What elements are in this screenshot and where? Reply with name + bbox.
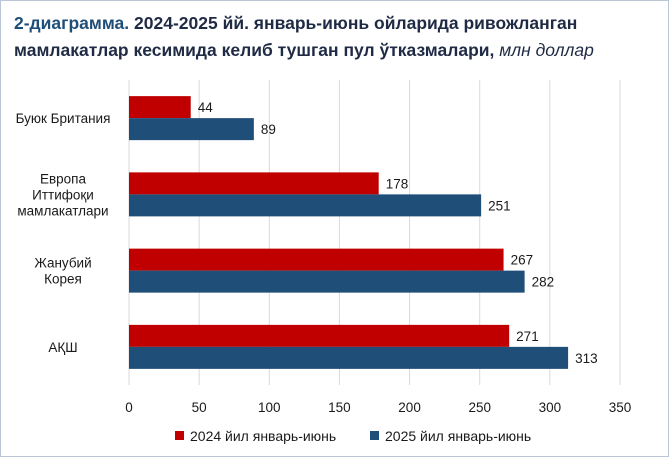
legend: 2024 йил январь-июнь 2025 йил январь-июнь <box>175 428 531 444</box>
category-label-3-line-1: Жанубий <box>34 256 91 271</box>
bar-s1-c1 <box>129 96 191 119</box>
bar-s2-c4 <box>129 346 569 369</box>
x-tick-labels: 0 50 100 150 200 250 300 350 <box>125 400 631 415</box>
data-label-s1-c1: 44 <box>198 100 214 115</box>
category-labels: Буюк Британия Европа Иттифоқи мамлакатлари Ж… <box>16 111 111 355</box>
x-tick-350: 350 <box>609 400 632 415</box>
chart-title: 2-диаграмма. 2024-2025 йй. январь-июнь о… <box>14 10 654 64</box>
data-label-s1-c4: 271 <box>516 329 539 344</box>
data-label-s2-c3: 282 <box>532 275 555 290</box>
bar-s1-c3 <box>129 248 504 271</box>
bar-s2-c1 <box>129 118 254 141</box>
category-label-3: Жанубий Корея <box>34 256 91 287</box>
chart-title-unit: млн доллар <box>499 40 594 60</box>
bar-s1-c4 <box>129 324 510 347</box>
data-label-s2-c1: 89 <box>261 122 276 137</box>
category-label-4-line-1: АҚШ <box>48 340 77 355</box>
legend-swatch-1 <box>175 431 184 440</box>
category-label-1: Буюк Британия <box>16 111 111 126</box>
chart-title-lead: 2-диаграмма. <box>14 13 130 33</box>
x-tick-250: 250 <box>468 400 491 415</box>
x-tick-0: 0 <box>125 400 133 415</box>
legend-label-2: 2025 йил январь-июнь <box>385 428 531 444</box>
x-tick-200: 200 <box>398 400 421 415</box>
chart-title-main: 2024-2025 йй. январь-июнь ойларида ривож… <box>14 13 578 60</box>
category-label-3-line-2: Корея <box>44 272 82 287</box>
bar-s1-c2 <box>129 172 379 195</box>
category-label-2-line-1: Европа <box>40 171 87 186</box>
data-label-s1-c2: 178 <box>386 176 409 191</box>
data-label-s2-c4: 313 <box>575 351 598 366</box>
category-label-4: АҚШ <box>48 340 77 355</box>
category-label-1-line-1: Буюк Британия <box>16 111 111 126</box>
category-label-2-line-2: Иттифоқи <box>32 187 94 202</box>
legend-swatch-2 <box>370 431 379 440</box>
category-label-2-line-3: мамлакатлари <box>17 203 108 218</box>
x-tick-300: 300 <box>539 400 562 415</box>
legend-label-1: 2024 йил январь-июнь <box>190 428 336 444</box>
bar-s2-c2 <box>129 194 482 217</box>
bar-s2-c3 <box>129 270 525 293</box>
category-label-2: Европа Иттифоқи мамлакатлари <box>17 171 108 218</box>
x-tick-150: 150 <box>328 400 351 415</box>
x-tick-100: 100 <box>258 400 281 415</box>
data-label-s2-c2: 251 <box>488 198 511 213</box>
data-label-s1-c3: 267 <box>511 253 534 268</box>
x-tick-50: 50 <box>192 400 207 415</box>
bars <box>129 96 569 369</box>
data-labels: 44 89 178 251 267 282 271 313 <box>198 100 598 366</box>
